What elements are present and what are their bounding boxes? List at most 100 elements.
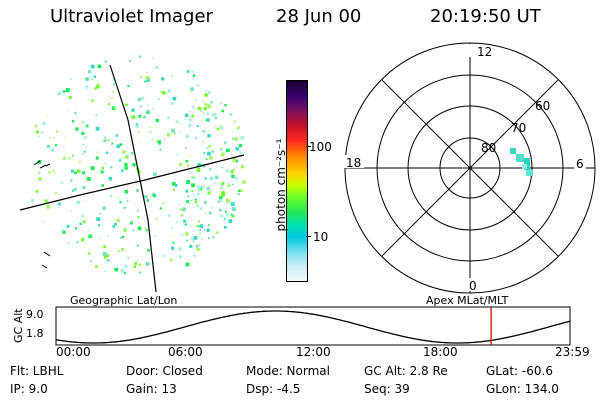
aurora-pixel [137,226,142,231]
aurora-pixel [220,192,225,197]
aurora-pixel [105,253,109,258]
aurora-pixel [210,206,212,209]
aurora-pixel [232,168,235,171]
aurora-pixel [154,235,156,237]
aurora-pixel [197,106,202,110]
xtick-1200: 12:00 [296,345,331,359]
aurora-pixel [57,202,61,206]
aurora-pixel [185,147,187,149]
aurora-pixel [125,155,129,159]
aurora-pixel [82,121,84,123]
aurora-pixel [81,214,84,217]
aurora-pixel [144,227,147,229]
aurora-pixel [63,145,65,147]
aurora-pixel [138,229,140,231]
altitude-curve [55,310,571,344]
colorbar-tick-100: 100 [309,140,332,154]
aurora-pixel [82,220,86,224]
aurora-pixel [178,247,182,251]
aurora-pixel [188,110,191,113]
aurora-pixel [203,130,206,134]
aurora-pixel [62,90,66,93]
aurora-pixel [112,78,114,80]
aurora-pixel [228,219,233,223]
aurora-pixel [133,265,136,268]
aurora-pixel [146,78,150,82]
aurora-pixel [114,222,117,226]
aurora-pixel [145,229,148,232]
aurora-pixel [237,127,239,130]
aurora-pixel [81,131,85,135]
seq-info: Seq: 39 [364,382,410,396]
aurora-pixel [240,135,245,140]
aurora-pixel [102,252,107,257]
aurora-pixel [231,174,235,178]
aurora-pixel [203,152,206,155]
aurora-pixel [167,116,170,119]
aurora-pixel [132,163,136,167]
aurora-pixel [61,225,63,227]
aurora-pixel [109,165,113,169]
aurora-pixel [127,257,129,259]
aurora-pixel [51,148,54,152]
aurora-pixel [96,151,98,153]
aurora-pixel [199,224,204,229]
aurora-pixel [82,171,86,175]
aurora-pixel [157,140,162,144]
aurora-pixel [74,171,77,175]
aurora-pixel [176,221,178,223]
aurora-pixel [124,264,128,268]
aurora-pixel [124,189,129,194]
aurora-pixel [90,260,93,263]
aurora-pixel [137,216,140,218]
aurora-pixel [76,241,79,244]
aurora-pixel [122,235,125,239]
aurora-pixel [220,187,222,190]
aurora-pixel [190,171,193,174]
aurora-pixel [90,166,95,171]
aurora-pixel [241,166,243,168]
aurora-pixel [138,114,142,118]
aurora-pixel [199,232,201,234]
aurora-pixel [189,244,193,248]
aurora-pixel [191,71,193,73]
meridian-line [109,64,157,293]
aurora-pixel [175,120,179,124]
aurora-pixel [99,237,101,239]
aurora-pixel [88,234,92,239]
aurora-pixel [235,166,237,168]
aurora-pixel [95,126,100,131]
aurora-pixel [193,255,196,257]
aurora-pixel [137,209,139,212]
aurora-pixel [159,207,162,210]
aurora-pixel [208,145,211,148]
aurora-pixel [75,127,79,131]
aurora-pixel [152,193,156,197]
aurora-pixel [122,150,126,154]
time-label: 20:19:50 UT [430,6,541,27]
aurora-pixel [183,219,186,223]
aurora-pixel [146,199,149,202]
aurora-pixel [127,200,129,202]
aurora-pixel [91,78,93,81]
aurora-pixel [179,254,181,257]
aurora-pixel [202,114,204,116]
aurora-pixel [174,184,178,187]
aurora-pixel [110,143,113,146]
aurora-pixel [155,217,158,220]
aurora-pixel [56,130,58,133]
aurora-pixel [113,106,116,109]
aurora-pixel [206,228,210,232]
aurora-pixel [112,225,115,228]
aurora-pixel [143,115,146,119]
aurora-pixel [216,127,219,131]
aurora-pixel [105,60,107,62]
aurora-pixel [226,148,230,153]
aurora-pixel [104,136,107,139]
aurora-pixel [211,150,214,153]
limb-marks [33,160,51,169]
aurora-pixel [152,58,154,60]
aurora-pixel [201,239,203,240]
aurora-pixel [172,96,177,101]
aurora-pixel [199,207,203,211]
